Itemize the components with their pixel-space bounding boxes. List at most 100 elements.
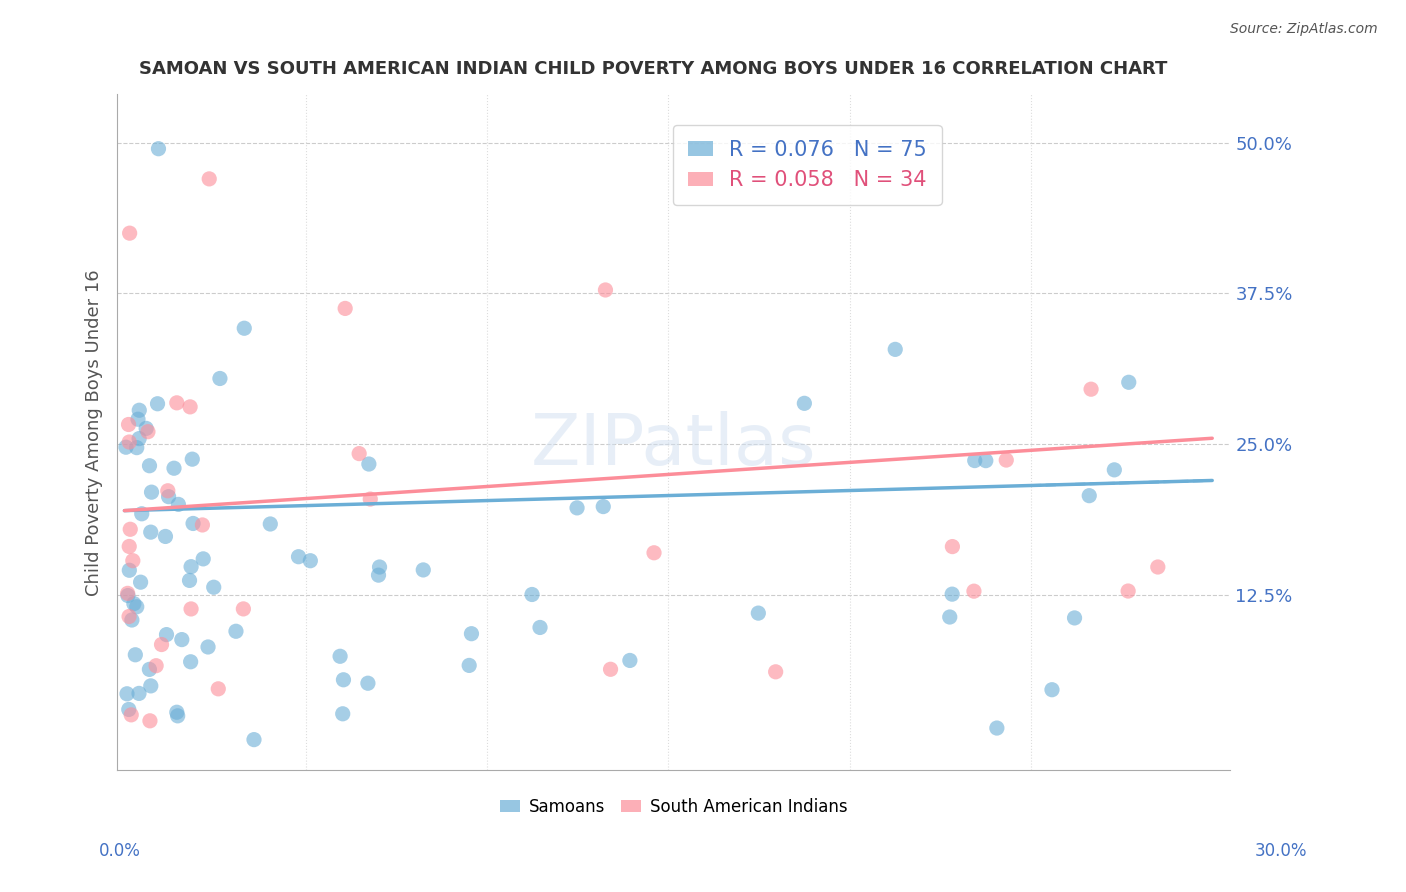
R = 0.076   N = 75 [125, 599, 148, 614]
R = 0.058   N = 34 [1116, 584, 1139, 599]
R = 0.076   N = 75 [193, 552, 215, 566]
R = 0.058   N = 34 [1146, 560, 1168, 574]
R = 0.076   N = 75 [115, 440, 138, 454]
R = 0.076   N = 75 [287, 549, 309, 564]
R = 0.076   N = 75 [793, 396, 815, 410]
R = 0.058   N = 34 [180, 602, 202, 616]
R = 0.058   N = 34 [347, 447, 370, 461]
R = 0.076   N = 75 [243, 732, 266, 747]
R = 0.076   N = 75 [1078, 489, 1101, 503]
R = 0.076   N = 75 [129, 575, 152, 590]
R = 0.076   N = 75 [170, 632, 193, 647]
R = 0.058   N = 34 [191, 518, 214, 533]
R = 0.076   N = 75 [139, 525, 162, 540]
R = 0.076   N = 75 [180, 559, 202, 574]
R = 0.076   N = 75 [115, 687, 138, 701]
R = 0.058   N = 34 [995, 453, 1018, 467]
R = 0.076   N = 75 [128, 686, 150, 700]
R = 0.076   N = 75 [367, 568, 389, 582]
R = 0.076   N = 75 [939, 610, 962, 624]
R = 0.076   N = 75 [986, 721, 1008, 735]
R = 0.058   N = 34 [118, 609, 141, 624]
R = 0.076   N = 75 [124, 648, 146, 662]
R = 0.058   N = 34 [179, 400, 201, 414]
R = 0.076   N = 75 [529, 620, 551, 634]
R = 0.076   N = 75 [122, 597, 145, 611]
Y-axis label: Child Poverty Among Boys Under 16: Child Poverty Among Boys Under 16 [86, 268, 103, 596]
Text: Source: ZipAtlas.com: Source: ZipAtlas.com [1230, 22, 1378, 37]
R = 0.076   N = 75 [118, 563, 141, 577]
R = 0.076   N = 75 [1063, 611, 1085, 625]
R = 0.058   N = 34 [232, 602, 254, 616]
R = 0.076   N = 75 [1118, 376, 1140, 390]
R = 0.076   N = 75 [180, 655, 202, 669]
R = 0.058   N = 34 [595, 283, 617, 297]
R = 0.058   N = 34 [207, 681, 229, 696]
R = 0.076   N = 75 [225, 624, 247, 639]
R = 0.076   N = 75 [121, 613, 143, 627]
R = 0.076   N = 75 [146, 397, 169, 411]
R = 0.058   N = 34 [166, 396, 188, 410]
Text: ZIPatlas: ZIPatlas [531, 411, 817, 480]
R = 0.076   N = 75 [148, 142, 170, 156]
R = 0.058   N = 34 [156, 483, 179, 498]
R = 0.076   N = 75 [163, 461, 186, 475]
R = 0.076   N = 75 [332, 673, 354, 687]
R = 0.076   N = 75 [125, 441, 148, 455]
R = 0.076   N = 75 [460, 626, 482, 640]
R = 0.076   N = 75 [747, 606, 769, 620]
R = 0.076   N = 75 [565, 500, 588, 515]
R = 0.076   N = 75 [329, 649, 352, 664]
R = 0.076   N = 75 [974, 453, 997, 467]
R = 0.076   N = 75 [181, 452, 204, 467]
R = 0.076   N = 75 [197, 640, 219, 654]
R = 0.058   N = 34 [120, 522, 142, 536]
R = 0.058   N = 34 [117, 417, 139, 432]
R = 0.058   N = 34 [941, 540, 963, 554]
R = 0.076   N = 75 [181, 516, 204, 531]
R = 0.058   N = 34 [139, 714, 162, 728]
R = 0.076   N = 75 [884, 343, 907, 357]
R = 0.076   N = 75 [128, 432, 150, 446]
Text: SAMOAN VS SOUTH AMERICAN INDIAN CHILD POVERTY AMONG BOYS UNDER 16 CORRELATION CH: SAMOAN VS SOUTH AMERICAN INDIAN CHILD PO… [139, 60, 1168, 78]
R = 0.058   N = 34 [359, 492, 381, 507]
R = 0.058   N = 34 [643, 546, 665, 560]
R = 0.076   N = 75 [157, 490, 180, 504]
R = 0.076   N = 75 [139, 679, 162, 693]
R = 0.076   N = 75 [299, 554, 322, 568]
R = 0.076   N = 75 [963, 453, 986, 467]
R = 0.076   N = 75 [357, 457, 380, 471]
R = 0.076   N = 75 [619, 653, 641, 667]
R = 0.076   N = 75 [592, 500, 614, 514]
R = 0.076   N = 75 [357, 676, 380, 690]
R = 0.076   N = 75 [155, 529, 177, 543]
R = 0.058   N = 34 [198, 172, 221, 186]
R = 0.076   N = 75 [127, 412, 149, 426]
R = 0.076   N = 75 [520, 587, 543, 601]
R = 0.076   N = 75 [118, 702, 141, 716]
R = 0.058   N = 34 [150, 638, 173, 652]
R = 0.076   N = 75 [135, 421, 157, 435]
R = 0.076   N = 75 [131, 507, 153, 521]
R = 0.076   N = 75 [368, 560, 391, 574]
R = 0.076   N = 75 [155, 627, 177, 641]
R = 0.076   N = 75 [941, 587, 963, 601]
R = 0.076   N = 75 [141, 485, 163, 500]
R = 0.076   N = 75 [458, 658, 481, 673]
Text: 0.0%: 0.0% [98, 842, 141, 860]
R = 0.058   N = 34 [963, 584, 986, 599]
R = 0.076   N = 75 [166, 709, 188, 723]
R = 0.058   N = 34 [120, 707, 142, 722]
R = 0.058   N = 34 [118, 435, 141, 450]
R = 0.076   N = 75 [233, 321, 256, 335]
R = 0.076   N = 75 [332, 706, 354, 721]
R = 0.076   N = 75 [179, 574, 201, 588]
R = 0.076   N = 75 [208, 371, 231, 385]
R = 0.058   N = 34 [1080, 382, 1102, 396]
R = 0.076   N = 75 [412, 563, 434, 577]
R = 0.076   N = 75 [202, 580, 225, 594]
R = 0.058   N = 34 [145, 658, 167, 673]
R = 0.076   N = 75 [1040, 682, 1063, 697]
R = 0.076   N = 75 [138, 662, 160, 676]
R = 0.076   N = 75 [117, 589, 139, 603]
